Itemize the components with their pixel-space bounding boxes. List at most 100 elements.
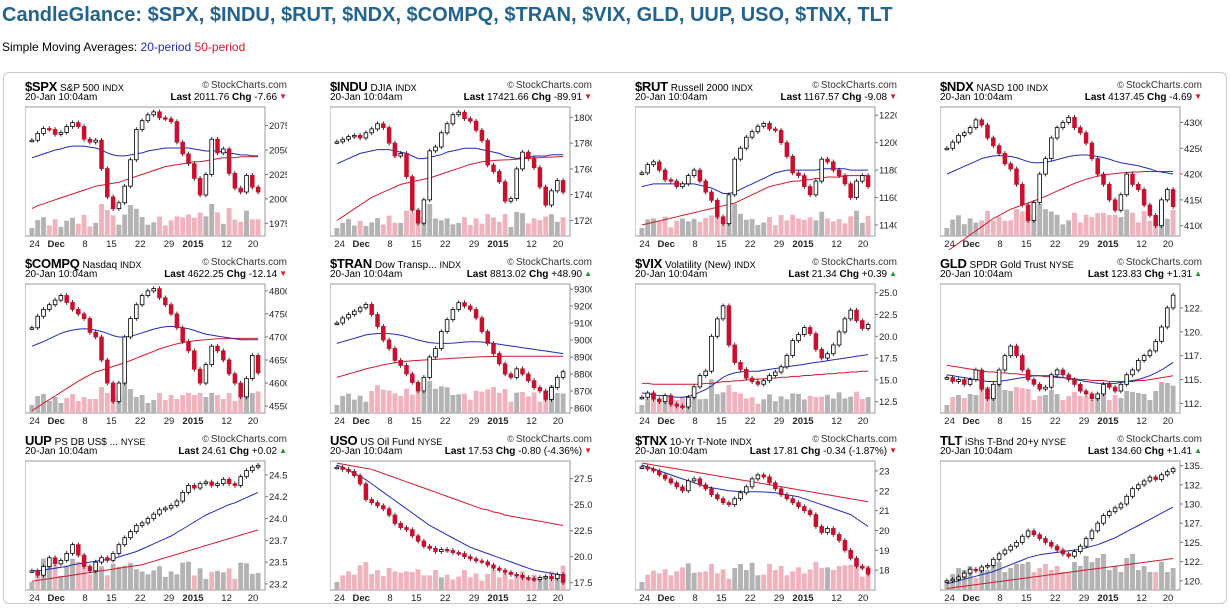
ticker-symbol: $COMPQ <box>25 256 80 271</box>
candle <box>555 375 560 390</box>
candle <box>944 578 950 584</box>
stockcharts-brand: © StockCharts.com <box>202 80 287 91</box>
volume-bar <box>859 576 865 590</box>
y-tick-label: 20.0 <box>879 332 897 343</box>
volume-bar <box>215 395 220 413</box>
volume-bar <box>392 222 398 236</box>
candle <box>825 156 830 165</box>
candle <box>386 506 392 518</box>
volume-bar <box>116 224 122 236</box>
volume-bar <box>75 401 81 413</box>
volume-bar <box>334 582 340 590</box>
volume-bar <box>1135 570 1141 590</box>
candle <box>502 361 508 377</box>
chart-panel-uso[interactable]: USO US Oil Fund NYSE © StockCharts.com 20-Jan… <box>330 432 592 604</box>
volume-bar <box>444 574 450 590</box>
ticker-description: DJIA <box>370 83 393 94</box>
chart-panel-tran[interactable]: $TRAN Dow Transp... INDX © StockCharts.com 20… <box>330 255 592 427</box>
chart-panel-indu[interactable]: $INDU DJIA INDX © StockCharts.com 20-Jan 10:0… <box>330 78 592 250</box>
candle <box>209 136 214 177</box>
chart-panel-spx[interactable]: $SPX S&P 500 INDX © StockCharts.com 20-Jan 10… <box>25 78 287 250</box>
copyright-icon: © <box>1117 434 1124 444</box>
y-tick-label: 120.0 <box>1184 576 1202 587</box>
volume-bar <box>232 578 238 590</box>
volume-bar <box>180 395 186 413</box>
candle <box>662 393 668 404</box>
ticker-description: Nasdaq <box>82 260 118 271</box>
candle <box>691 476 697 484</box>
panel-subheader: 20-Jan 10:04am Last 21.34 Chg +0.39 ▲ <box>635 269 897 283</box>
volume-bar <box>1019 564 1025 590</box>
quote-summary: Last 21.34 Chg +0.39 ▲ <box>788 269 897 280</box>
candle <box>1054 125 1060 141</box>
volume-bar <box>761 222 767 236</box>
volume-bar <box>226 393 232 413</box>
candle <box>122 183 127 206</box>
candle <box>369 302 374 317</box>
volume-bar <box>743 219 749 236</box>
volume-bar <box>215 570 220 590</box>
candle <box>1130 171 1135 187</box>
sma20-line <box>31 491 259 572</box>
chart-panel-ndx[interactable]: $NDX NASD 100 INDX © StockCharts.com 20-Jan 1… <box>940 78 1202 250</box>
x-tick-label: 22 <box>135 593 146 604</box>
stockcharts-brand: © StockCharts.com <box>507 434 592 445</box>
panel-header: UUP PS DB US$ ... NYSE © StockCharts.com <box>25 432 287 448</box>
chart-panel-tnx[interactable]: $TNX 10-Yr T-Note INDX © StockCharts.com 20-J… <box>635 432 897 604</box>
x-tick-label: 22 <box>745 239 756 250</box>
x-tick-label: 20 <box>858 593 869 604</box>
x-tick-label: 12 <box>1136 593 1147 604</box>
sma50-line <box>948 171 1174 250</box>
candle <box>1153 213 1158 229</box>
candle <box>755 379 761 387</box>
volume-bar <box>467 224 473 236</box>
candle <box>87 316 93 335</box>
candle <box>860 563 865 571</box>
volume-bar <box>162 225 168 236</box>
candle <box>47 302 52 312</box>
candle <box>813 178 819 198</box>
volume-bar <box>1054 214 1060 236</box>
volume-bar <box>180 217 186 236</box>
triangle-down-icon: ▼ <box>889 446 897 455</box>
chart-panel-rut[interactable]: $RUT Russell 2000 INDX © StockCharts.com 20-J… <box>635 78 897 250</box>
volume-bar <box>502 214 508 236</box>
volume-bar <box>232 219 238 236</box>
volume-bar <box>93 399 99 413</box>
candle <box>543 574 548 580</box>
chart-panel-compq[interactable]: $COMPQ Nasdaq INDX © StockCharts.com 20-Jan 1… <box>25 255 287 427</box>
x-tick-label: 22 <box>440 239 451 250</box>
volume-bar <box>351 225 357 236</box>
y-tick-label: 135.0 <box>1184 461 1202 472</box>
candle <box>1008 543 1013 553</box>
volume-bar <box>340 222 346 236</box>
candle <box>209 479 214 488</box>
candle <box>773 369 778 378</box>
chart-panel-tlt[interactable]: TLT iShs T-Bnd 20+y NYSE © StockCharts.com 20… <box>940 432 1202 604</box>
candle <box>180 490 185 504</box>
chart-panel-vix[interactable]: $VIX Volatility (New) INDX © StockCharts.com… <box>635 255 897 427</box>
candle <box>215 481 220 488</box>
volume-bar <box>151 400 157 413</box>
last-value: 134.60 <box>1111 446 1142 457</box>
chart-panel-gld[interactable]: GLD SPDR Gold Trust NYSE © StockCharts.com 20… <box>940 255 1202 427</box>
volume-bar <box>714 394 720 413</box>
candle <box>186 151 191 167</box>
x-tick-label: 24 <box>944 239 955 250</box>
chart-panel-uup[interactable]: UUP PS DB US$ ... NYSE © StockCharts.com 20-J… <box>25 432 287 604</box>
candle <box>381 503 386 512</box>
panel-header: $COMPQ Nasdaq INDX © StockCharts.com <box>25 255 287 271</box>
x-tick-label: 24 <box>29 416 40 427</box>
candlestick-chart: 4800 4750 4700 4650 4600 4550 24 Dec 8 15 22 29 2015… <box>25 283 287 427</box>
volume-bar <box>491 217 496 236</box>
volume-bar <box>168 220 174 236</box>
volume-bar <box>1066 572 1072 590</box>
candle <box>76 307 81 317</box>
candle <box>352 308 357 317</box>
candle <box>70 120 75 129</box>
candle <box>715 492 720 502</box>
candlestick-chart: 25.0 22.5 20.0 17.5 15.0 12.5 24 Dec 8 15 22 29 2015… <box>635 283 897 427</box>
candle <box>1043 536 1048 545</box>
candle <box>802 325 807 337</box>
volume-bar <box>1031 400 1037 413</box>
